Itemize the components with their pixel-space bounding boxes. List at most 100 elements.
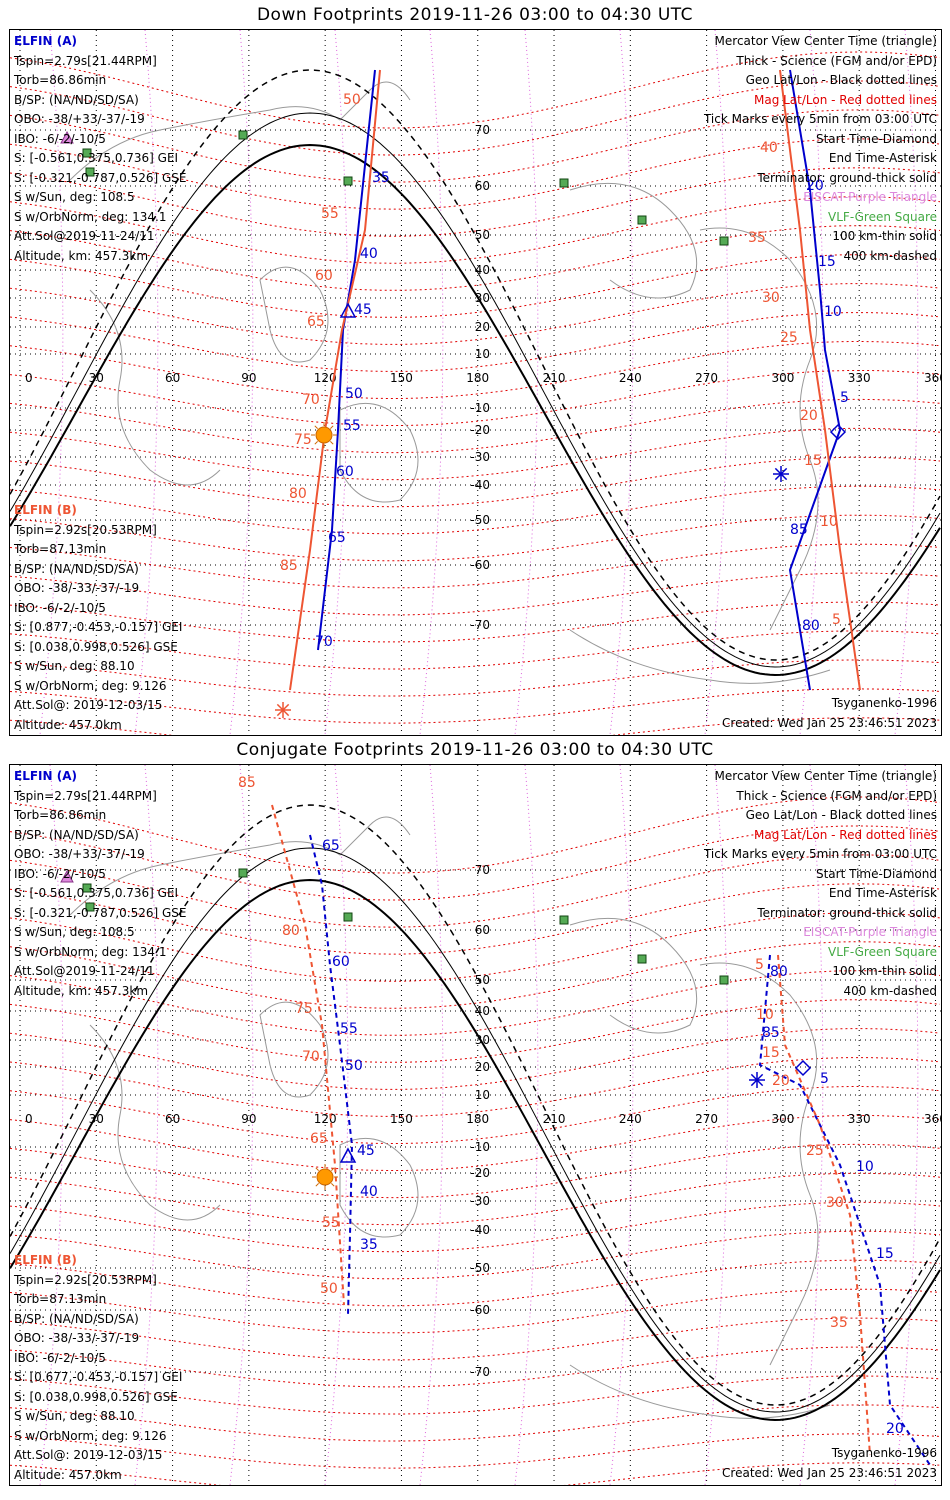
mag-latitude-line (10, 941, 941, 1009)
elfin-a-line: Att.Sol@2019-11-24/11 (14, 229, 155, 243)
elfin-b-line: S: [0.677,-0.453,-0.157] GEI (14, 1370, 183, 1384)
longitude-tick-label: 60 (165, 1112, 180, 1126)
vlf-station-square (85, 902, 95, 912)
mag-latitude-line (10, 1375, 941, 1415)
sun-ray (330, 441, 334, 445)
legend-item: Terminator: ground-thick solid (757, 905, 937, 920)
track-tick-label: 40 (760, 140, 778, 156)
center-time-triangle (339, 1147, 357, 1163)
vlf-station-square (719, 236, 729, 246)
coastline (259, 266, 329, 363)
coastline (569, 917, 698, 1034)
elfin-a-line: IBO: -6/-2/-10/5 (14, 866, 106, 881)
longitude-tick-label: 300 (771, 371, 794, 385)
longitude-tick-label: 90 (241, 1112, 256, 1126)
mag-meridian (419, 30, 444, 735)
elfin-b-line: S: [0.038,0.998,0.526] GSE (14, 1389, 178, 1404)
mag-meridian (894, 765, 919, 1485)
track-tick-label: 70 (315, 634, 333, 650)
mag-meridian (324, 765, 349, 1485)
elfin-a-line: Torb=86.86min (14, 73, 107, 87)
track-tick-label: 80 (770, 964, 788, 980)
track-tick-label: 50 (345, 1058, 363, 1074)
track-tick-label: 35 (748, 230, 766, 246)
mag-meridian (894, 30, 919, 735)
mag-meridian (134, 30, 159, 735)
coastline (699, 227, 819, 631)
legend-item: 400 km-dashed (843, 248, 937, 263)
center-time-triangle (339, 302, 357, 318)
elfin-b-line: S w/Sun, deg: 88.10 (14, 659, 135, 673)
longitude-tick-label: 0 (25, 1112, 33, 1126)
legend-item: Start Time-Diamond (815, 866, 937, 881)
coastline (339, 402, 419, 503)
track-b-right (779, 69, 861, 691)
elfin-a-line: Torb=86.86min (14, 808, 107, 822)
sun-icon (315, 426, 333, 444)
start-time-diamond (829, 423, 847, 441)
vlf-station-square (82, 148, 92, 158)
elfin-a-line: S w/OrbNorm, deg: 134.1 (14, 944, 167, 959)
map-panel-conjugate: 0 30 60 90 120 150 180 210 240 270 300 330 360 70 60 50… (9, 764, 942, 1486)
mag-latitude-line (10, 254, 941, 318)
elfin-a-line: OBO: -38/+33/-37/-19 (14, 112, 145, 126)
elfin-b-line: Altitude: 457.0km (14, 1467, 122, 1482)
elfin-b-name: ELFIN (B) (14, 503, 77, 517)
terminator-ground (10, 143, 941, 677)
track-b-right (777, 954, 871, 1456)
legend-item: Start Time-Diamond (815, 131, 937, 146)
track-tick-label: 60 (336, 464, 354, 480)
mag-meridian (39, 30, 64, 735)
track-tick-label: 85 (790, 522, 808, 538)
end-time-asterisk (774, 467, 788, 481)
end-time-asterisk (276, 703, 290, 717)
mag-meridian (799, 765, 824, 1485)
mag-latitude-line (10, 912, 941, 982)
model-label: Tsyganenko-1996 (831, 696, 937, 710)
track-tick-label: 35 (372, 170, 390, 186)
elfin-b-line: Att.Sol@: 2019-12-03/15 (14, 1448, 163, 1462)
track-tick-label: 5 (820, 1071, 829, 1087)
mag-latitude-line (10, 1433, 941, 1469)
panel-title-conjugate: Conjugate Footprints 2019-11-26 03:00 to… (236, 740, 714, 760)
coastline (89, 1024, 221, 1221)
vlf-station-square (238, 868, 248, 878)
latitude-tick-label: 60 (475, 923, 490, 937)
vlf-station-square (343, 912, 353, 922)
track-tick-label: 80 (802, 618, 820, 634)
track-tick-label: 75 (294, 432, 312, 448)
elfin-a-line: S w/Sun, deg: 108.5 (14, 190, 135, 204)
mag-meridian (704, 30, 729, 735)
elfin-b-line: S w/OrbNorm, deg: 9.126 (14, 678, 167, 693)
elfin-b-info: ELFIN (B) Tspin=2.92s[20.53RPM] Torb=87.… (14, 501, 182, 735)
elfin-a-line: Att.Sol@2019-11-24/11 (14, 964, 155, 978)
track-tick-label: 85 (762, 1025, 780, 1041)
mag-meridian (514, 30, 539, 735)
mag-meridian (134, 765, 159, 1485)
vlf-station-square (343, 176, 353, 186)
mag-latitude-line (10, 543, 941, 589)
latitude-tick-label: -60 (470, 1303, 490, 1317)
vlf-station-square (637, 954, 647, 964)
eiscat-triangle (60, 869, 74, 883)
elfin-a-line: S: [-0.561,0.375,0.736] GEI (14, 151, 179, 165)
mag-meridian (39, 765, 64, 1485)
mag-latitude-line (10, 601, 941, 643)
mag-meridian (799, 30, 824, 735)
longitude-tick-label: 0 (25, 371, 33, 385)
latitude-tick-label: -50 (470, 513, 490, 527)
elfin-a-line: B/SP: (NA/ND/SD/SA) (14, 92, 139, 107)
end-time-asterisk (750, 1073, 764, 1087)
elfin-b-line: Torb=87.13min (14, 1292, 107, 1306)
latitude-tick-label: 30 (475, 1033, 490, 1047)
longitude-tick-label: 120 (314, 371, 337, 385)
track-tick-label: 30 (826, 1195, 844, 1211)
latitude-tick-label: 10 (475, 347, 490, 361)
legend-item: Geo Lat/Lon - Black dotted lines (745, 73, 937, 87)
track-tick-label: 55 (343, 418, 361, 434)
elfin-b-line: B/SP: (NA/ND/SD/SA) (14, 561, 139, 576)
latitude-tick-label: -40 (470, 478, 490, 492)
vlf-station-square (719, 975, 729, 985)
legend-item: Tick Marks every 5min from 03:00 UTC (703, 112, 937, 126)
